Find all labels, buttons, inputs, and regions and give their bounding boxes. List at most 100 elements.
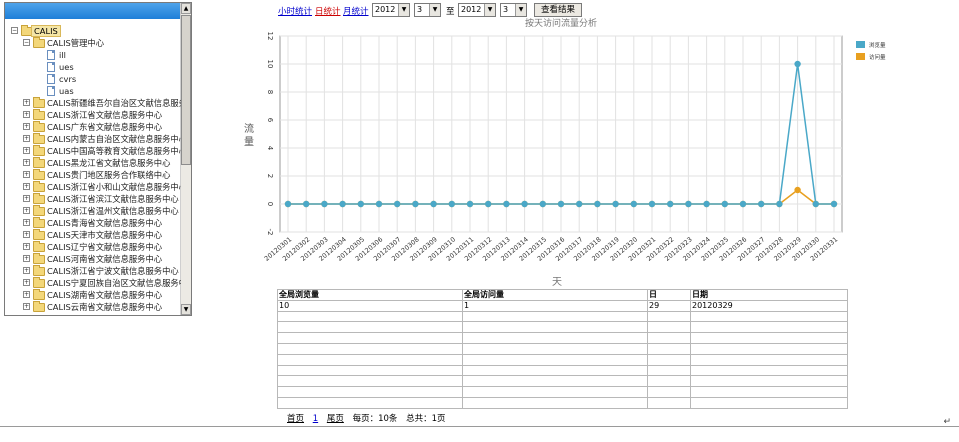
tree-node-center[interactable]: + CALIS宁夏回族自治区文献信息服务中 — [5, 277, 181, 289]
scroll-thumb[interactable] — [181, 15, 191, 165]
tree-node-center[interactable]: + CALIS中国高等教育文献信息服务中心 — [5, 145, 181, 157]
folder-icon — [33, 181, 45, 192]
tree-node-service[interactable]: ill — [5, 49, 181, 61]
expand-icon[interactable]: + — [23, 255, 30, 262]
expand-icon[interactable]: + — [23, 207, 30, 214]
data-point — [466, 200, 474, 208]
tree-node-center[interactable]: + CALIS湖南省文献信息服务中心 — [5, 289, 181, 301]
tree-node-label[interactable]: cvrs — [59, 74, 77, 84]
expand-icon[interactable]: + — [23, 111, 30, 118]
first-page-link[interactable]: 首页 — [287, 414, 305, 424]
tree-node-label[interactable]: uas — [59, 86, 74, 96]
expand-icon[interactable]: + — [23, 291, 30, 298]
expand-icon[interactable]: + — [23, 279, 30, 286]
tree-node-label[interactable]: CALIS中国高等教育文献信息服务中心 — [47, 146, 181, 156]
tree-node-service[interactable]: uas — [5, 85, 181, 97]
tree-node-label[interactable]: CALIS浙江省滨江文献信息服务中心 — [47, 194, 179, 204]
tree-node-center[interactable]: + CALIS贵门地区服务合作联络中心 — [5, 169, 181, 181]
table-cell — [462, 386, 648, 398]
expand-icon[interactable]: + — [23, 147, 30, 154]
table-cell — [647, 342, 691, 355]
tree-node-label[interactable]: CALIS内蒙古自治区文献信息服务中心 — [47, 134, 181, 144]
tree-node-service[interactable]: cvrs — [5, 73, 181, 85]
expand-icon[interactable]: + — [23, 171, 30, 178]
tree-node-label[interactable]: CALIS浙江省温州文献信息服务中心 — [47, 206, 179, 216]
tree-node-label[interactable]: CALIS青海省文献信息服务中心 — [47, 218, 163, 228]
table-cell — [277, 310, 463, 323]
expand-icon[interactable]: + — [23, 135, 30, 142]
table-cell — [462, 353, 648, 366]
expand-icon[interactable]: + — [23, 243, 30, 250]
from-year-select[interactable]: 2012 ▼ — [372, 3, 410, 17]
tree-node-center[interactable]: + CALIS黑龙江省文献信息服务中心 — [5, 157, 181, 169]
tree-node-center[interactable]: + CALIS浙江省文献信息服务中心 — [5, 109, 181, 121]
tree-node-center[interactable]: + CALIS内蒙古自治区文献信息服务中心 — [5, 133, 181, 145]
tree-node-label[interactable]: CALIS天津市文献信息服务中心 — [47, 230, 163, 240]
tree-node-center[interactable]: + CALIS浙江省小和山文献信息服务中心 — [5, 181, 181, 193]
tree-node-label[interactable]: CALIS黑龙江省文献信息服务中心 — [47, 158, 171, 168]
tree-node-center[interactable]: + CALIS浙江省宁波文献信息服务中心 — [5, 265, 181, 277]
scroll-up-icon[interactable]: ▲ — [181, 3, 191, 14]
tree-node-label[interactable]: ues — [59, 62, 74, 72]
table-cell — [462, 321, 648, 334]
tree-node-label[interactable]: CALIS新疆维吾尔自治区文献信息服务 — [47, 98, 181, 108]
data-point — [284, 200, 292, 208]
data-point — [776, 200, 783, 208]
table-header-cell: 全局访问量 — [462, 289, 648, 301]
tree-node-center[interactable]: + CALIS天津市文献信息服务中心 — [5, 229, 181, 241]
tree-node-center[interactable]: + CALIS河南省文献信息服务中心 — [5, 253, 181, 265]
tree-node-label[interactable]: CALIS浙江省小和山文献信息服务中心 — [47, 182, 181, 192]
to-year-select[interactable]: 2012 ▼ — [458, 3, 496, 17]
tree-node-center[interactable]: + CALIS浙江省滨江文献信息服务中心 — [5, 193, 181, 205]
current-page-link[interactable]: 1 — [312, 414, 319, 424]
tree-scrollbar[interactable]: ▲ ▼ — [180, 3, 191, 315]
query-button[interactable]: 查看结果 — [534, 3, 583, 17]
tree-node-root[interactable]: − CALIS — [5, 25, 181, 37]
tree-node-label[interactable]: CALIS云南省文献信息服务中心 — [47, 302, 163, 312]
folder-icon — [33, 97, 45, 108]
tree-node-service[interactable]: ues — [5, 61, 181, 73]
expand-icon[interactable]: + — [23, 99, 30, 106]
tree-node-center[interactable]: + CALIS广东省文献信息服务中心 — [5, 121, 181, 133]
month-stat-link[interactable]: 月统计 — [343, 7, 369, 17]
tree-node-label[interactable]: CALIS — [31, 25, 61, 37]
folder-icon — [33, 109, 45, 120]
tree-node-label[interactable]: CALIS广东省文献信息服务中心 — [47, 122, 163, 132]
from-month-select[interactable]: 3 ▼ — [414, 3, 441, 17]
expand-icon[interactable]: + — [23, 123, 30, 130]
tree-node-label[interactable]: CALIS管理中心 — [47, 38, 104, 48]
tree-node-label[interactable]: CALIS宁夏回族自治区文献信息服务中 — [47, 278, 181, 288]
tree-node-center[interactable]: + CALIS浙江省温州文献信息服务中心 — [5, 205, 181, 217]
hour-stat-link[interactable]: 小时统计 — [278, 7, 313, 17]
tree-node-center[interactable]: + CALIS云南省文献信息服务中心 — [5, 301, 181, 313]
tree-node-label[interactable]: CALIS河南省文献信息服务中心 — [47, 254, 163, 264]
expand-icon[interactable]: + — [23, 159, 30, 166]
expand-icon[interactable]: + — [23, 231, 30, 238]
expand-icon[interactable]: + — [23, 219, 30, 226]
tree-node-center[interactable]: − CALIS管理中心 — [5, 37, 181, 49]
table-cell — [690, 321, 848, 334]
last-page-link[interactable]: 尾页 — [326, 414, 344, 424]
y-tick-label: 0 — [266, 202, 274, 206]
tree-node-label[interactable]: CALIS湖南省文献信息服务中心 — [47, 290, 163, 300]
table-row-empty — [277, 310, 848, 323]
expand-icon[interactable]: + — [23, 267, 30, 274]
expand-icon[interactable]: + — [23, 183, 30, 190]
tree-node-label[interactable]: CALIS浙江省宁波文献信息服务中心 — [47, 266, 179, 276]
day-stat-link[interactable]: 日统计 — [315, 7, 341, 17]
tree-node-center[interactable]: + CALIS辽宁省文献信息服务中心 — [5, 241, 181, 253]
expand-icon[interactable]: + — [23, 303, 30, 310]
expand-icon[interactable]: + — [23, 195, 30, 202]
folder-icon — [33, 289, 45, 300]
tree-node-center[interactable]: + CALIS新疆维吾尔自治区文献信息服务 — [5, 97, 181, 109]
collapse-icon[interactable]: − — [23, 39, 30, 46]
pager: 首页 1 尾页 每页：10条 总共：1页 — [287, 412, 452, 424]
scroll-down-icon[interactable]: ▼ — [181, 304, 191, 315]
tree-node-label[interactable]: CALIS贵门地区服务合作联络中心 — [47, 170, 171, 180]
tree-node-label[interactable]: CALIS浙江省文献信息服务中心 — [47, 110, 163, 120]
collapse-icon[interactable]: − — [11, 27, 18, 34]
tree-node-center[interactable]: + CALIS青海省文献信息服务中心 — [5, 217, 181, 229]
to-month-select[interactable]: 3 ▼ — [500, 3, 527, 17]
tree-node-label[interactable]: ill — [59, 50, 66, 60]
tree-node-label[interactable]: CALIS辽宁省文献信息服务中心 — [47, 242, 163, 252]
